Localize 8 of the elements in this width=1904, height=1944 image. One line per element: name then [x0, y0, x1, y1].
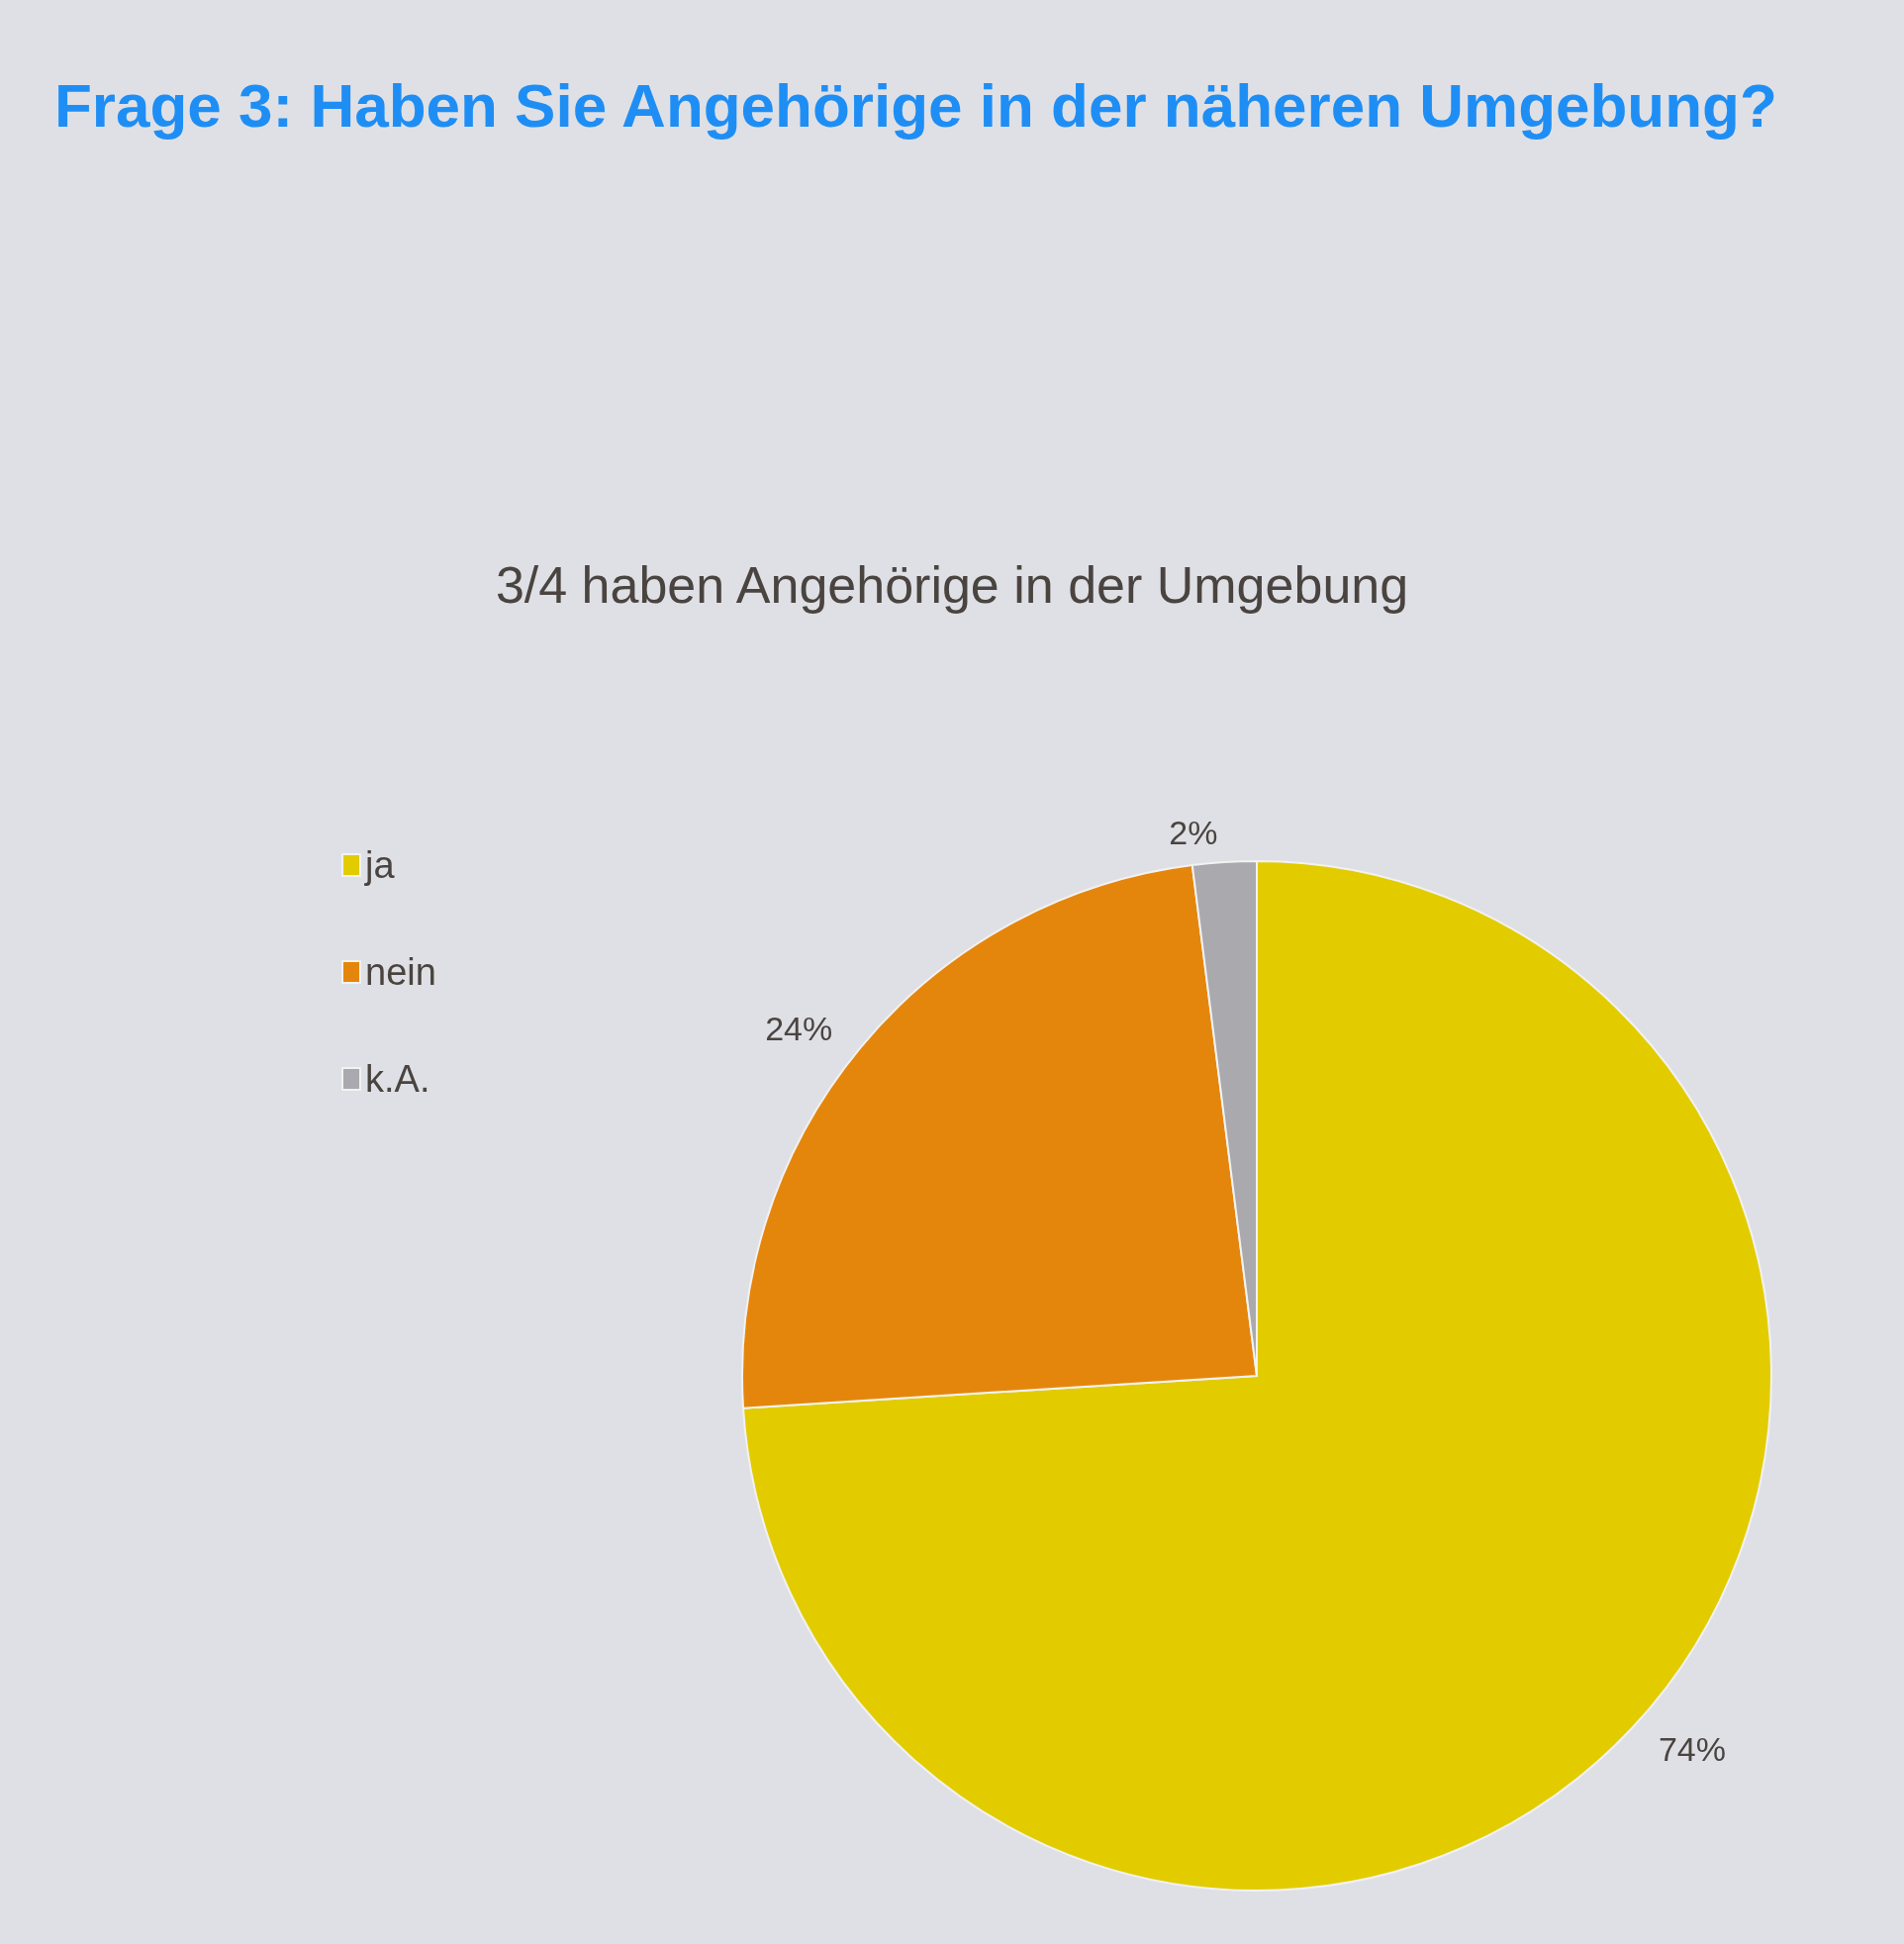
data-label: 74%	[1658, 1729, 1726, 1768]
data-label: 2%	[1169, 814, 1218, 852]
data-label: 24%	[765, 1010, 833, 1048]
legend-label: ja	[364, 844, 396, 886]
chart-subtitle: 3/4 haben Angehörige in der Umgebung	[495, 556, 1409, 614]
chart-title: Frage 3: Haben Sie Angehörige in der näheren Umgebung?	[54, 70, 1777, 140]
legend-label: k.A.	[365, 1058, 430, 1100]
legend-label: nein	[365, 951, 436, 993]
